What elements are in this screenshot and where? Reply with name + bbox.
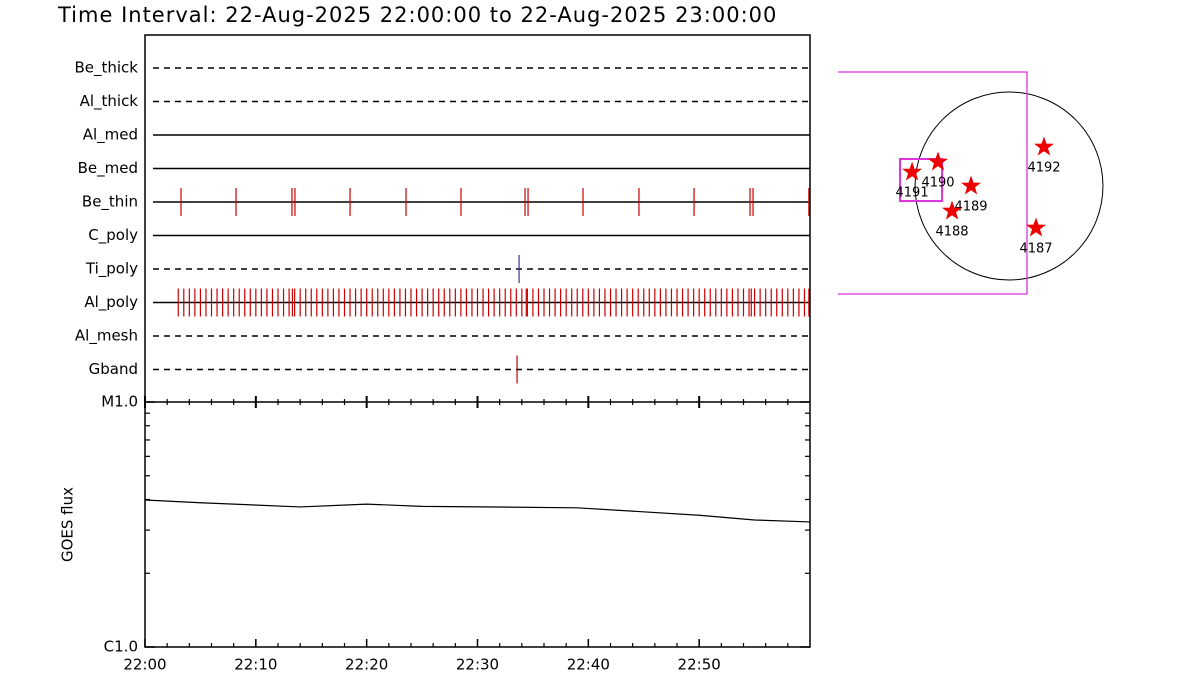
row-label: C_poly — [88, 226, 138, 245]
row-label: Al_poly — [84, 293, 138, 312]
region-label: 4190 — [921, 175, 954, 190]
y-axis-label: GOES flux — [59, 487, 77, 562]
goes-curve — [144, 499, 811, 523]
row-label: Ti_poly — [85, 260, 138, 279]
row-label: Be_thin — [82, 193, 138, 212]
region-star — [1026, 217, 1046, 237]
row-label: Al_thick — [80, 92, 139, 111]
region-star — [1034, 136, 1054, 156]
x-tick-label: 22:40 — [567, 656, 610, 674]
x-tick-label: 22:20 — [345, 656, 388, 674]
x-tick-label: 22:50 — [678, 656, 721, 674]
region-star — [928, 151, 948, 171]
row-label: Be_thick — [74, 59, 138, 78]
panel-frame — [144, 34, 811, 402]
x-tick-label: 22:30 — [456, 656, 499, 674]
region-label: 4191 — [896, 186, 929, 201]
solar-disk — [914, 91, 1104, 281]
region-star — [902, 161, 923, 181]
region-label: 4189 — [954, 200, 987, 215]
pointing-box — [899, 158, 944, 203]
region-label: 4192 — [1027, 161, 1060, 176]
y-tick-label: M1.0 — [101, 393, 138, 411]
y-tick-label: C1.0 — [104, 638, 138, 656]
panel-frame — [144, 401, 811, 648]
region-label: 4187 — [1019, 242, 1052, 257]
region-star — [961, 175, 981, 195]
row-label: Be_med — [78, 159, 138, 178]
region-star — [942, 200, 962, 220]
chart-title: Time Interval: 22-Aug-2025 22:00:00 to 2… — [57, 3, 777, 27]
region-label: 4188 — [935, 225, 968, 240]
x-tick-label: 22:00 — [123, 656, 166, 674]
fov-box — [838, 71, 1028, 295]
x-tick-label: 22:10 — [234, 656, 277, 674]
row-label: Gband — [89, 360, 138, 378]
row-label: Al_med — [83, 126, 138, 145]
row-label: Al_mesh — [75, 327, 138, 346]
